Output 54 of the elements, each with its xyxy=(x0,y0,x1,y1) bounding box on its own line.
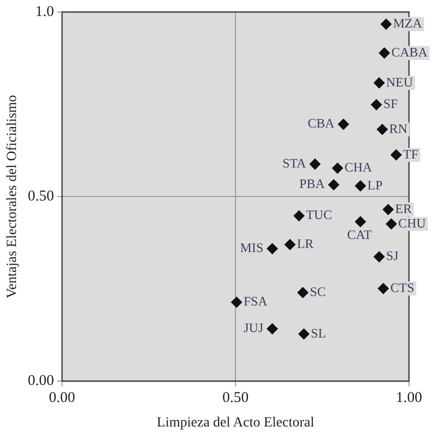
point xyxy=(298,328,310,340)
x-tick-label: 0.00 xyxy=(48,390,76,406)
annotation: TF xyxy=(403,146,418,162)
point xyxy=(380,18,392,30)
annotation: CABA xyxy=(391,44,428,60)
point xyxy=(294,210,305,222)
point xyxy=(374,251,385,262)
point xyxy=(354,216,366,228)
annotation: NEU xyxy=(386,74,414,90)
point xyxy=(266,243,278,254)
annotation: CAT xyxy=(347,227,372,242)
point xyxy=(390,149,402,160)
annotation: FSA xyxy=(244,294,268,309)
annotation: MIS xyxy=(240,240,264,256)
x-tick-label: 1.00 xyxy=(396,390,422,406)
point xyxy=(309,158,320,170)
y-axis-title: Ventajas Electorales del Oficialismo xyxy=(5,94,20,298)
annotation: CBA xyxy=(308,116,336,131)
point xyxy=(374,77,385,88)
point xyxy=(354,180,366,192)
annotation: TUC xyxy=(306,207,332,222)
y-tick-label: 0.50 xyxy=(28,188,54,205)
point xyxy=(328,179,340,190)
point xyxy=(386,218,397,230)
annotation: STA xyxy=(282,156,307,171)
annotation: SF xyxy=(383,96,398,112)
annotation: ER xyxy=(395,200,412,216)
point xyxy=(376,124,388,135)
annotation: LR xyxy=(296,236,314,252)
point xyxy=(338,118,349,130)
point xyxy=(284,239,296,250)
annotation: MZA xyxy=(393,16,423,31)
point xyxy=(370,99,382,110)
annotation: JUJ xyxy=(244,320,264,336)
annotation: SL xyxy=(310,325,326,340)
y-tick-label: 1.0 xyxy=(35,4,54,20)
point xyxy=(266,323,278,334)
point xyxy=(231,296,242,308)
annotation: PBA xyxy=(299,176,326,192)
annotation: LP xyxy=(367,177,383,192)
x-axis-title: Limpieza del Acto Electoral xyxy=(156,415,314,430)
annotation: CHU xyxy=(398,215,426,230)
annotation: CHA xyxy=(344,160,373,175)
point xyxy=(382,204,394,216)
annotation: SJ xyxy=(386,248,398,264)
point xyxy=(332,162,344,174)
point xyxy=(378,47,390,58)
x-tick-label: 0.50 xyxy=(222,390,249,406)
y-tick-label: 0.00 xyxy=(28,373,54,390)
annotation: CTS xyxy=(390,280,414,295)
annotation: RN xyxy=(389,120,408,136)
point xyxy=(378,283,389,294)
annotation: SC xyxy=(310,284,326,300)
point xyxy=(297,287,308,298)
